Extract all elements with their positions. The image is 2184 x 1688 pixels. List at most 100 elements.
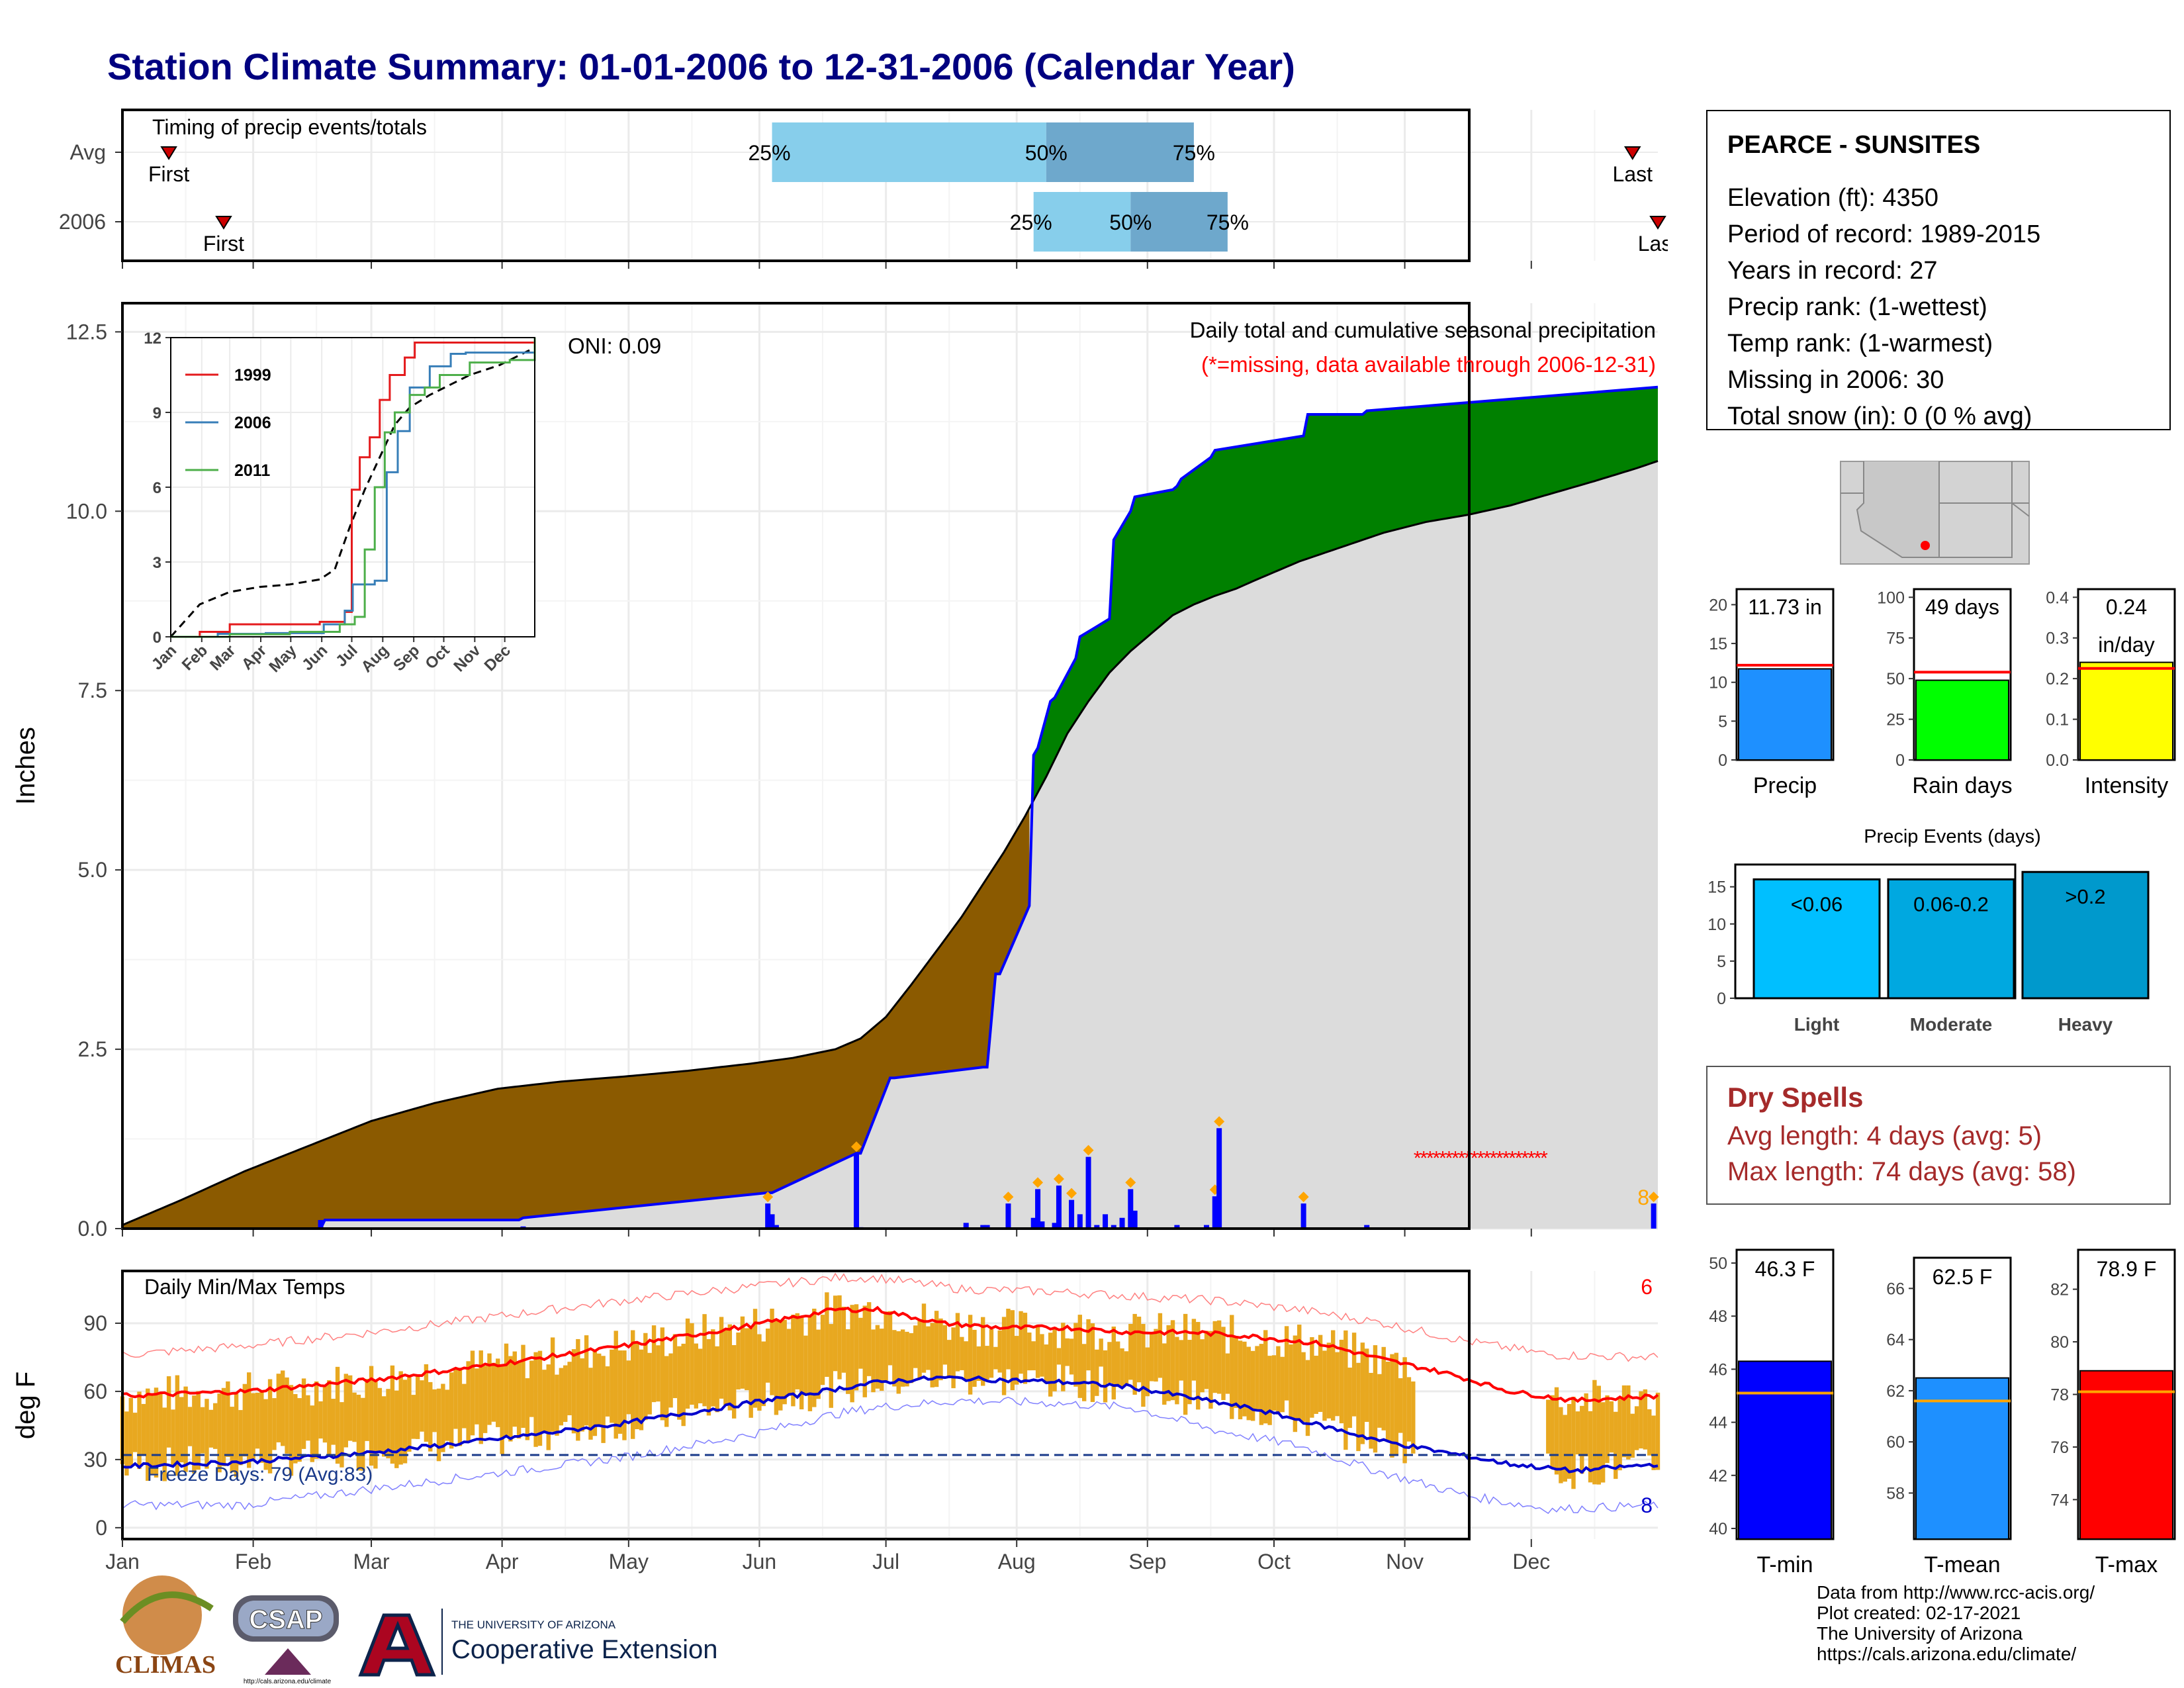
daily-temp-bar: [909, 1333, 914, 1383]
daily-temp-bar: [1609, 1401, 1614, 1453]
daily-temp-bar: [1394, 1352, 1399, 1456]
daily-temp-bar: [592, 1350, 598, 1436]
temp-summary-2-y-tick-label: 78: [2050, 1386, 2069, 1405]
missing-day-marker: *: [1426, 1148, 1434, 1170]
daily-temp-bar: [820, 1315, 825, 1385]
dry-spells-title: Dry Spells: [1727, 1082, 1864, 1113]
daily-temp-bar: [993, 1346, 998, 1370]
daily-temp-bar: [1559, 1407, 1563, 1483]
daily-temp-bar: [1373, 1345, 1378, 1453]
precip-corner-count: 8: [1637, 1186, 1649, 1209]
daily-temp-bar: [1187, 1340, 1192, 1405]
daily-temp-bar: [1390, 1354, 1394, 1458]
daily-precip-bar: [1212, 1196, 1218, 1229]
precip-summary-2-y-tick-label: 0.4: [2046, 588, 2069, 607]
daily-temp-bar: [900, 1329, 905, 1387]
daily-temp-bar: [402, 1380, 408, 1464]
missing-day-marker: *: [1439, 1148, 1447, 1170]
inset-y-tick-label: 0: [153, 629, 161, 647]
daily-precip-bar: [1364, 1225, 1370, 1229]
surplus-area: [1033, 387, 1658, 801]
daily-temp-bar: [179, 1397, 184, 1463]
daily-temp-bar: [496, 1358, 500, 1427]
daily-temp-bar: [162, 1407, 167, 1481]
last-event-marker: [1649, 216, 1666, 230]
daily-temp-bar: [1301, 1352, 1306, 1422]
daily-temp-bar: [1095, 1349, 1099, 1396]
credit-plot-created: Plot created: 02-17-2021: [1817, 1603, 2021, 1623]
ua-logo: THE UNIVERSITY OF ARIZONA Cooperative Ex…: [358, 1609, 717, 1677]
daily-temp-bar: [749, 1328, 753, 1418]
daily-temp-bar: [124, 1411, 129, 1476]
daily-temp-bar: [251, 1393, 255, 1462]
daily-temp-bar: [1563, 1415, 1567, 1482]
daily-temp-bar: [1411, 1381, 1416, 1454]
daily-temp-bar: [386, 1389, 390, 1459]
temp-summary-2-y-tick-label: 80: [2050, 1333, 2069, 1352]
daily-temp-bar: [976, 1346, 981, 1382]
daily-temp-bar: [542, 1370, 547, 1432]
precip-summary-2-label: Intensity: [2085, 773, 2169, 798]
inset-border: [170, 337, 535, 637]
daily-temp-bar: [449, 1372, 454, 1449]
daily-temp-bar: [1149, 1332, 1154, 1382]
daily-temp-bar: [1550, 1395, 1555, 1468]
daily-temp-bar: [1208, 1331, 1213, 1409]
daily-temp-bar: [1406, 1377, 1412, 1442]
daily-temp-bar: [390, 1365, 395, 1464]
daily-temp-bar: [854, 1304, 859, 1391]
daily-temp-bar: [715, 1346, 719, 1413]
record-min-line: [122, 1397, 1659, 1515]
daily-temp-bar: [1592, 1380, 1597, 1485]
timing-p50-label: 50%: [1025, 141, 1068, 165]
daily-precip-bar: [963, 1223, 969, 1229]
missing-day-marker: *: [1496, 1148, 1504, 1170]
csap-logo-url: http://cals.arizona.edu/climate: [244, 1678, 332, 1685]
daily-temp-bar: [1191, 1319, 1197, 1381]
daily-precip-bar: [984, 1225, 990, 1229]
daily-temp-bar: [1263, 1330, 1268, 1424]
daily-temp-bar: [205, 1399, 209, 1469]
daily-temp-bar: [951, 1327, 956, 1389]
climas-logo-swoosh: [120, 1591, 214, 1624]
daily-temp-bar: [128, 1397, 133, 1466]
record-max-line: [122, 1272, 1659, 1362]
precip-summary-value-unit: in/day: [2098, 633, 2154, 657]
inset-y-tick-label: 3: [153, 554, 161, 572]
daily-temp-bar: [1339, 1339, 1344, 1424]
daily-temp-bar: [580, 1358, 584, 1432]
daily-temp-bar: [1111, 1326, 1116, 1400]
daily-temp-bar: [1128, 1323, 1133, 1380]
precip-summary-1-y-tick-label: 50: [1886, 670, 1905, 688]
daily-temp-bar: [1061, 1323, 1066, 1391]
temp-summary-0-label: T-min: [1757, 1552, 1813, 1577]
daily-temp-bar: [1335, 1352, 1340, 1417]
daily-temp-bar: [1369, 1372, 1373, 1449]
timing-row-label: Avg: [69, 140, 106, 164]
daily-temp-bar: [445, 1389, 449, 1441]
daily-temp-bar: [381, 1396, 387, 1457]
daily-temp-bar: [293, 1393, 298, 1464]
daily-temp-bar: [643, 1333, 648, 1421]
daily-precip-bar: [1204, 1225, 1210, 1229]
daily-temp-bar: [846, 1329, 850, 1394]
daily-temp-bar: [478, 1350, 483, 1444]
daily-temp-bar: [166, 1376, 171, 1448]
daily-temp-bar: [1048, 1333, 1053, 1397]
credit-data-source: Data from http://www.rcc-acis.org/: [1817, 1582, 2095, 1603]
events-bar-inner-label: <0.06: [1791, 892, 1843, 915]
missing-day-marker: *: [1540, 1148, 1548, 1170]
precip-summary-2-y-tick-label: 0.1: [2046, 711, 2069, 729]
month-axis-label: Jan: [105, 1550, 140, 1573]
daily-temp-bar: [770, 1308, 774, 1395]
month-axis-label: Jun: [743, 1550, 777, 1573]
daily-temp-bar: [1267, 1356, 1272, 1425]
temp-summary-1-bar: [1915, 1377, 2009, 1540]
climas-logo-sun: [122, 1575, 202, 1655]
precip-summary-0-bar: [1738, 668, 1832, 761]
daily-temp-bar: [1351, 1333, 1357, 1417]
daily-temp-bar: [1107, 1342, 1112, 1383]
daily-temp-bar: [656, 1345, 660, 1402]
first-event-label: First: [203, 232, 244, 256]
daily-temp-bar: [512, 1351, 517, 1427]
